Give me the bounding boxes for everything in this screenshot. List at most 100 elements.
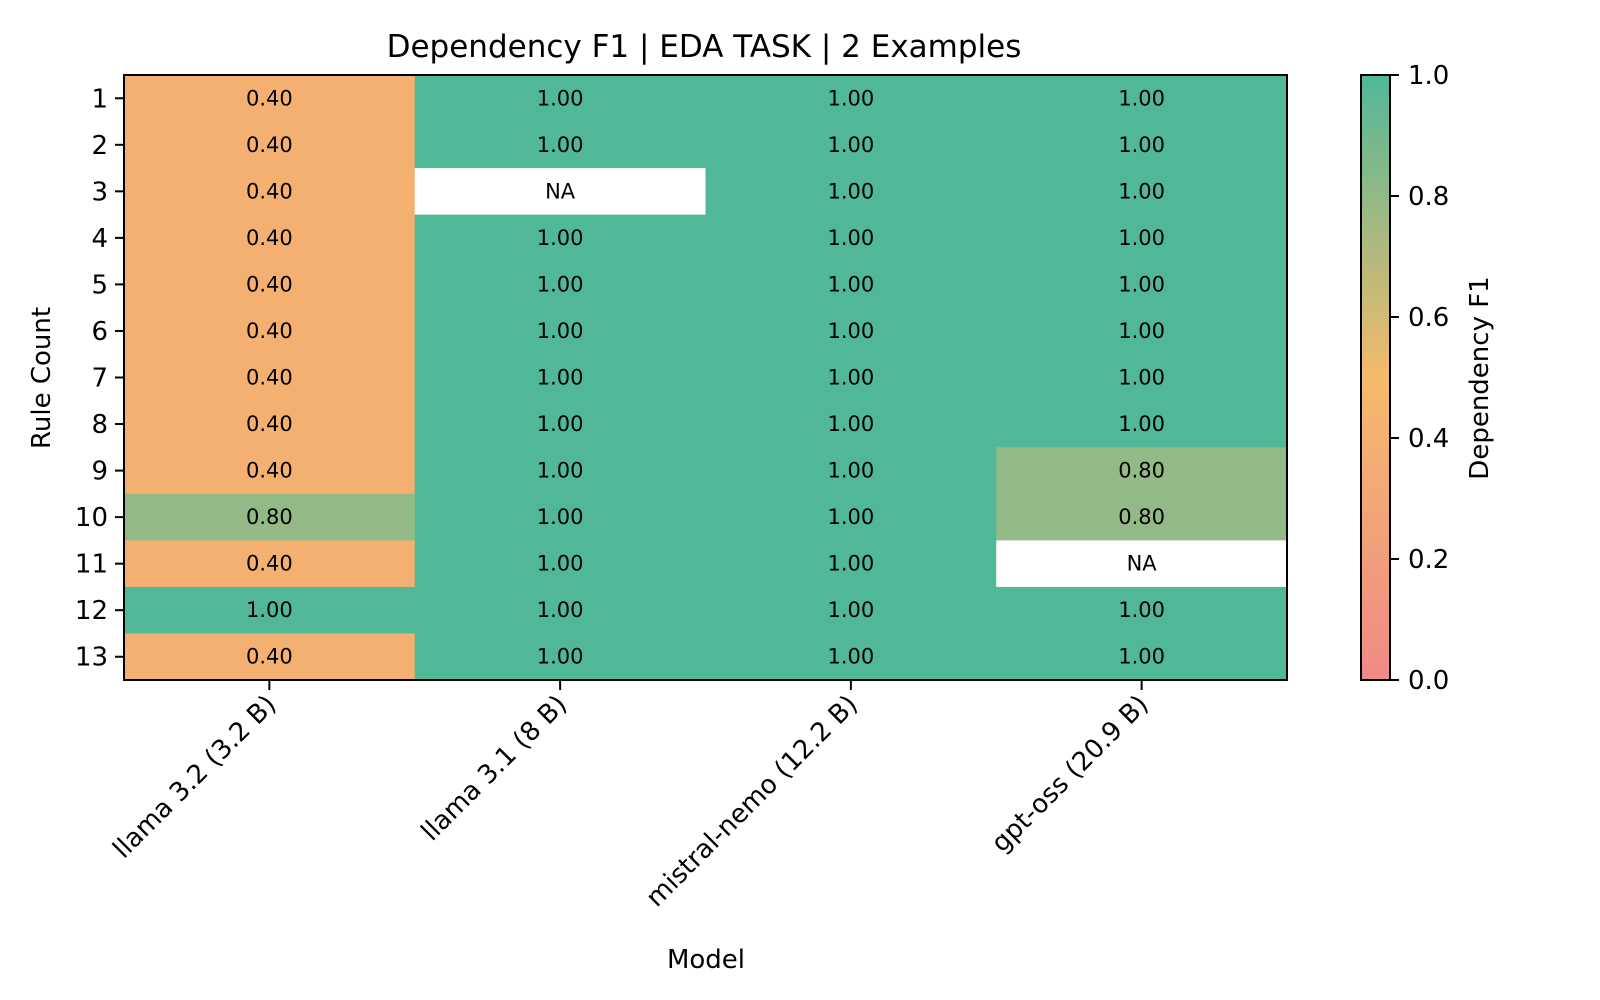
heatmap-cell <box>705 168 997 216</box>
heatmap-cell <box>414 633 706 681</box>
cell-value-label: 1.00 <box>827 272 874 296</box>
heatmap-cell <box>705 354 997 402</box>
colorbar-ticks: 0.0 0.2 0.4 0.6 0.8 1.0 <box>1390 61 1449 696</box>
chart-title: Dependency F1 | EDA TASK | 2 Examples <box>387 29 1022 65</box>
cell-value-label: 0.40 <box>246 552 293 576</box>
cell-value-label: 1.00 <box>827 598 874 622</box>
heatmap-cell <box>414 586 706 634</box>
colorbar: 0.0 0.2 0.4 0.6 0.8 1.0 Dependency F1 <box>1360 61 1495 696</box>
heatmap-cell <box>414 75 706 123</box>
heatmap-cell <box>996 261 1288 309</box>
cell-value-label: 0.40 <box>246 319 293 343</box>
cell-value-label: 0.40 <box>246 645 293 669</box>
heatmap-cell <box>996 400 1288 448</box>
cell-value-label: 1.00 <box>537 366 584 390</box>
cell-value-label: 1.00 <box>827 133 874 157</box>
heatmap-cell <box>996 354 1288 402</box>
heatmap-cell <box>996 75 1288 123</box>
heatmap-cell <box>705 75 997 123</box>
heatmap-cell <box>414 354 706 402</box>
heatmap-cell <box>996 493 1288 541</box>
heatmap-cell <box>124 540 416 588</box>
heatmap-cell <box>414 121 706 169</box>
y-tick-label: 4 <box>91 224 108 254</box>
heatmap-cell <box>414 261 706 309</box>
y-tick-label: 7 <box>91 364 108 394</box>
cell-value-label: 1.00 <box>1118 226 1165 250</box>
colorbar-label: Dependency F1 <box>1465 276 1495 479</box>
cell-value-label: 1.00 <box>1118 133 1165 157</box>
heatmap-cell <box>996 168 1288 216</box>
cell-value-label: NA <box>1127 552 1158 576</box>
y-tick-label: 9 <box>91 457 108 487</box>
colorbar-tick-label: 1.0 <box>1408 61 1449 91</box>
heatmap-cell <box>414 214 706 262</box>
heatmap-cell <box>124 586 416 634</box>
x-axis-label: Model <box>667 945 745 975</box>
cell-value-label: 1.00 <box>246 598 293 622</box>
heatmap-cell <box>705 214 997 262</box>
heatmap-cell <box>124 447 416 495</box>
heatmap-cell <box>705 261 997 309</box>
cell-value-label: 1.00 <box>537 319 584 343</box>
cell-value-label: 0.40 <box>246 272 293 296</box>
heatmap-cell <box>124 261 416 309</box>
cell-value-label: NA <box>545 179 576 203</box>
heatmap-cell <box>414 447 706 495</box>
x-tick-label: mistral-nemo (12.2 B) <box>641 690 864 913</box>
heatmap-cell <box>124 214 416 262</box>
heatmap-cell <box>705 447 997 495</box>
y-tick-label: 12 <box>75 596 108 626</box>
x-tick-label: llama 3.2 (3.2 B) <box>107 690 282 865</box>
cell-value-label: 1.00 <box>827 366 874 390</box>
heatmap-cell <box>124 168 416 216</box>
cell-value-label: 1.00 <box>1118 272 1165 296</box>
heatmap-cell <box>124 354 416 402</box>
cell-value-label: 1.00 <box>537 412 584 436</box>
cell-value-label: 1.00 <box>537 505 584 529</box>
y-tick-label: 1 <box>91 84 108 114</box>
y-axis-label: Rule Count <box>27 307 57 449</box>
heatmap-cell <box>124 307 416 355</box>
colorbar-tick-label: 0.0 <box>1408 666 1449 696</box>
heatmap-cell <box>996 540 1288 588</box>
heatmap-cell <box>705 586 997 634</box>
y-tick-label: 3 <box>91 177 108 207</box>
y-tick-label: 13 <box>75 643 108 673</box>
colorbar-tick-label: 0.8 <box>1408 182 1449 212</box>
heatmap-cell <box>705 633 997 681</box>
heatmap-cell <box>414 168 706 216</box>
heatmap-cell <box>124 400 416 448</box>
heatmap-cell <box>414 400 706 448</box>
cell-value-label: 1.00 <box>827 505 874 529</box>
heatmap-cells: 0.40 1.00 1.00 1.00 0.40 1.00 1.00 1.00 0.40 NA 1.… <box>124 75 1288 681</box>
cell-value-label: 1.00 <box>1118 366 1165 390</box>
cell-value-label: 1.00 <box>537 552 584 576</box>
heatmap-cell <box>705 400 997 448</box>
cell-value-label: 1.00 <box>827 645 874 669</box>
heatmap-cell <box>705 540 997 588</box>
cell-value-label: 1.00 <box>827 552 874 576</box>
y-tick-label: 11 <box>75 550 108 580</box>
cell-value-label: 1.00 <box>1118 598 1165 622</box>
heatmap-cell <box>996 447 1288 495</box>
y-tick-label: 10 <box>75 503 108 533</box>
cell-value-label: 1.00 <box>537 272 584 296</box>
cell-value-label: 1.00 <box>827 86 874 110</box>
heatmap-cell <box>414 307 706 355</box>
heatmap-cell <box>124 493 416 541</box>
heatmap-cell <box>996 633 1288 681</box>
colorbar-tick-label: 0.6 <box>1408 303 1449 333</box>
y-tick-label: 5 <box>91 270 108 300</box>
cell-value-label: 1.00 <box>537 133 584 157</box>
cell-value-label: 1.00 <box>1118 412 1165 436</box>
cell-value-label: 0.40 <box>246 412 293 436</box>
x-axis-ticks: llama 3.2 (3.2 B) llama 3.1 (8 B) mistral-… <box>107 680 1155 913</box>
cell-value-label: 1.00 <box>537 598 584 622</box>
heatmap-cell <box>124 121 416 169</box>
heatmap-cell <box>705 493 997 541</box>
cell-value-label: 1.00 <box>1118 86 1165 110</box>
colorbar-tick-label: 0.4 <box>1408 424 1449 454</box>
